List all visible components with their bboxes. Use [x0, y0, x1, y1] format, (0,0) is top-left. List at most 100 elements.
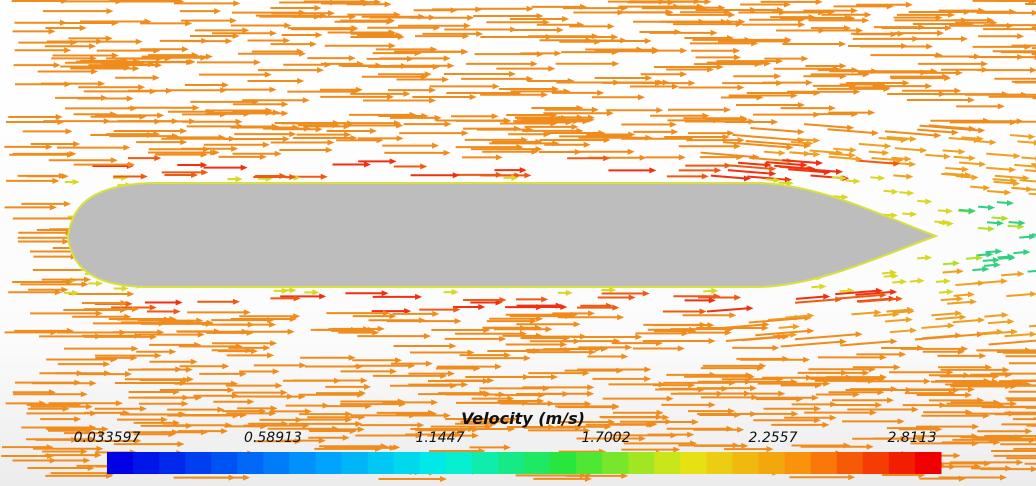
arrow-head [807, 327, 815, 334]
arrow-head [396, 135, 404, 142]
arrow-head [80, 391, 88, 398]
color-bar-segment [810, 452, 838, 474]
arrow-head [1030, 67, 1036, 74]
arrow-head [1007, 318, 1015, 325]
arrow-head [139, 405, 147, 412]
arrow-head [689, 326, 697, 333]
vector-arrow [925, 153, 946, 158]
arrow-head [536, 12, 544, 19]
arrow-head [469, 94, 477, 101]
arrow-head [848, 15, 856, 22]
arrow-head [487, 377, 495, 384]
arrow-head [72, 179, 80, 186]
arrow-head [96, 445, 104, 452]
arrow-head [565, 119, 573, 126]
arrow-head [444, 121, 452, 128]
color-bar-segment [628, 452, 655, 474]
arrow-head [503, 444, 511, 451]
arrow-head [315, 32, 323, 39]
arrow-head [529, 318, 537, 325]
arrow-head [461, 48, 469, 55]
arrow-head [556, 27, 564, 34]
arrow-head [73, 140, 81, 147]
arrow-head [508, 71, 516, 78]
arrow-head [847, 124, 855, 131]
vector-arrow [795, 298, 838, 304]
arrow-head [423, 333, 431, 340]
arrow-head [443, 55, 451, 62]
arrow-head [882, 149, 890, 156]
color-bar-segment [445, 452, 473, 474]
arrow-head [1024, 381, 1032, 388]
arrow-head [279, 172, 287, 179]
arrow-head [925, 83, 933, 90]
vector-arrow [732, 133, 801, 142]
color-bar-segment [107, 452, 134, 474]
color-bar-segment [602, 452, 629, 474]
arrow-head [314, 5, 322, 12]
arrow-head [839, 41, 847, 48]
arrow-head [737, 137, 745, 144]
color-bar-segment [185, 452, 212, 474]
vector-arrow [1006, 293, 1033, 298]
arrow-head [1033, 139, 1036, 146]
arrow-head [421, 113, 429, 120]
vector-arrow [738, 161, 767, 166]
color-bar-segment [680, 452, 707, 474]
arrow-head [635, 333, 643, 340]
arrow-head [103, 361, 111, 368]
arrow-head [499, 296, 507, 303]
arrow-head [530, 60, 538, 67]
vector-arrow [1028, 192, 1036, 196]
arrow-head [388, 42, 396, 49]
arrow-head [979, 352, 987, 359]
arrow-head [173, 308, 181, 315]
arrow-head [871, 129, 879, 136]
arrow-head [253, 59, 261, 66]
arrow-head [432, 63, 440, 70]
arrow-head [982, 266, 990, 273]
vector-arrow [741, 335, 785, 342]
vector-arrow [1011, 186, 1029, 191]
arrow-head [750, 385, 758, 392]
arrow-head [482, 377, 490, 384]
arrow-head [813, 151, 821, 158]
arrow-head [935, 14, 943, 21]
arrow-head [545, 326, 553, 333]
vector-arrow [1019, 179, 1036, 183]
arrow-head [816, 159, 824, 166]
arrow-head [48, 389, 56, 396]
arrow-head [425, 360, 433, 367]
arrow-head [536, 315, 544, 322]
arrow-head [604, 423, 612, 430]
arrow-head [453, 306, 461, 313]
arrow-head [202, 146, 210, 153]
vector-arrow [987, 189, 1007, 194]
color-bar-segment [836, 452, 864, 474]
arrow-head [356, 60, 364, 67]
arrow-head [798, 21, 806, 28]
color-bar-tick: 1.7002 [582, 430, 631, 446]
arrow-head [275, 382, 283, 389]
arrow-head [106, 8, 114, 15]
arrow-head [708, 297, 716, 304]
vector-arrow [928, 124, 971, 130]
color-bar-segment [211, 452, 238, 474]
arrow-head [150, 333, 158, 340]
arrow-head [175, 366, 183, 373]
arrow-head [90, 410, 98, 417]
arrow-head [519, 330, 527, 337]
arrow-head [201, 169, 209, 176]
arrow-head [726, 425, 734, 432]
arrow-head [449, 343, 457, 350]
arrow-head [232, 33, 240, 40]
arrow-head [523, 373, 531, 380]
arrow-head [680, 47, 688, 54]
vector-arrow [1001, 272, 1020, 277]
arrow-head [748, 118, 756, 125]
arrow-head [181, 46, 189, 53]
arrow-head [591, 106, 599, 113]
color-bar-segment [576, 452, 603, 474]
arrow-head [761, 324, 769, 331]
